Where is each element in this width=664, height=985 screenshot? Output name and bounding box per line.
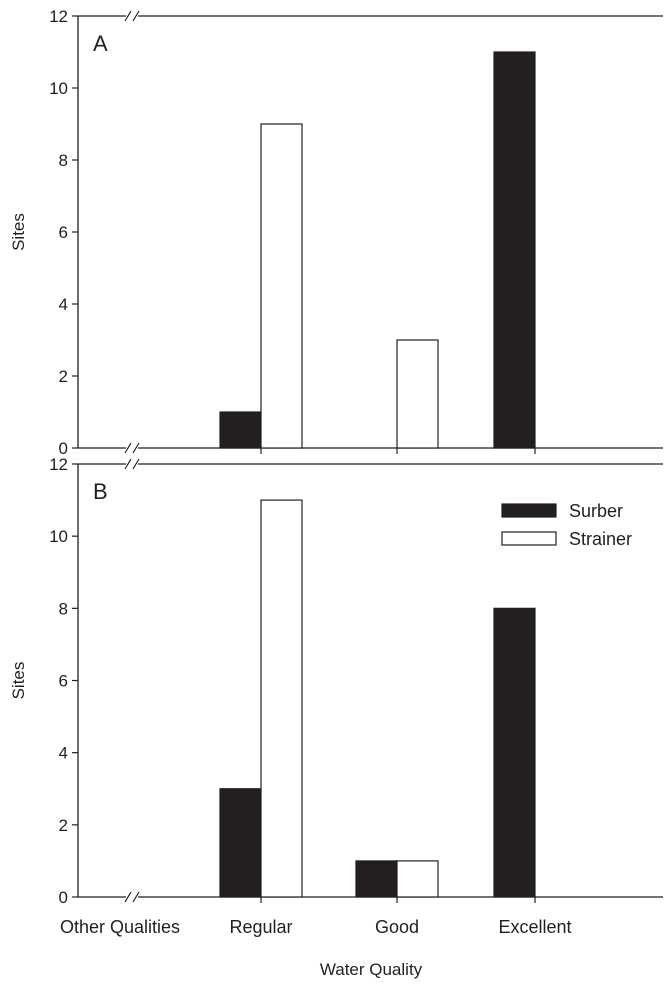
legend-label: Surber: [569, 501, 623, 521]
x-tick-label: Other Qualities: [60, 917, 180, 937]
bar-strainer: [260, 499, 303, 898]
y-tick-label: 6: [59, 672, 68, 691]
y-tick-label: 6: [59, 223, 68, 242]
x-tick-label: Excellent: [498, 917, 571, 937]
y-tick-label: 2: [59, 367, 68, 386]
y-tick-label: 0: [59, 439, 68, 458]
axis-break-mark: [124, 10, 132, 22]
bar-surber: [219, 788, 262, 898]
axis-break-mark: [132, 10, 140, 22]
y-tick-label: 8: [59, 599, 68, 618]
x-axis-label: Water Quality: [320, 960, 423, 979]
axis-break-gap: [126, 462, 138, 466]
axis-break-gap: [126, 14, 138, 18]
legend-label: Strainer: [569, 529, 632, 549]
panel-label: A: [93, 31, 108, 56]
y-axis-label: Sites: [9, 662, 28, 700]
y-tick-label: 10: [49, 79, 68, 98]
axis-break-mark: [124, 458, 132, 470]
x-tick-label: Good: [375, 917, 419, 937]
panel-label: B: [93, 479, 108, 504]
y-tick-label: 12: [49, 7, 68, 26]
y-tick-label: 10: [49, 527, 68, 546]
y-tick-label: 2: [59, 816, 68, 835]
y-tick-label: 0: [59, 888, 68, 907]
legend-swatch-surber: [501, 503, 557, 518]
bar-surber: [493, 607, 536, 898]
axis-break-mark: [124, 442, 132, 454]
y-tick-label: 4: [59, 744, 68, 763]
y-tick-label: 4: [59, 295, 68, 314]
y-tick-label: 12: [49, 455, 68, 474]
axis-break-gap: [126, 895, 138, 899]
x-tick-label: Regular: [229, 917, 292, 937]
y-tick-label: 8: [59, 151, 68, 170]
axis-break-mark: [124, 891, 132, 903]
axis-break-gap: [126, 446, 138, 450]
legend-swatch-strainer: [501, 531, 557, 546]
bar-surber: [355, 860, 398, 898]
y-axis-label: Sites: [9, 213, 28, 251]
axis-break-mark: [132, 891, 140, 903]
bar-surber: [493, 51, 536, 449]
bar-strainer: [260, 123, 303, 449]
bar-strainer: [396, 339, 439, 449]
axis-break-mark: [132, 458, 140, 470]
axis-break-mark: [132, 442, 140, 454]
bar-strainer: [396, 860, 439, 898]
bar-surber: [219, 411, 262, 449]
